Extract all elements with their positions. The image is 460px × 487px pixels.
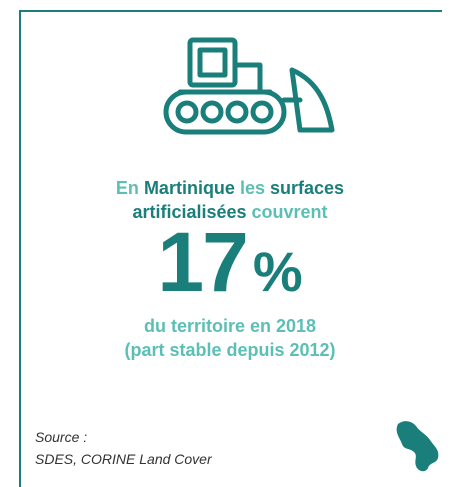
- subtext-line: du territoire en 2018: [143, 316, 317, 336]
- subtext-line: (part stable depuis 2012): [124, 340, 336, 360]
- frame-border: [19, 10, 21, 487]
- martinique-map-icon: [396, 421, 439, 472]
- source-label: Source :: [35, 429, 88, 445]
- headline-text: les: [239, 178, 265, 198]
- bulldozer-icon: [163, 37, 335, 135]
- key-figure-unit: %: [252, 240, 303, 303]
- headline-text: surfaces: [270, 178, 345, 198]
- key-figure-value: 17: [157, 215, 248, 309]
- source-text: SDES, CORINE Land Cover: [35, 451, 212, 467]
- subtext: du territoire en 2018 (part stable depui…: [0, 314, 460, 362]
- key-figure: 17%: [0, 220, 460, 327]
- headline: En Martinique les surfaces artificialisé…: [0, 176, 460, 224]
- source: Source : SDES, CORINE Land Cover: [35, 426, 212, 470]
- headline-text: Martinique: [143, 178, 235, 198]
- headline-text: artificialisées: [132, 202, 247, 222]
- frame-border: [19, 10, 442, 12]
- headline-text: couvrent: [251, 202, 328, 222]
- headline-text: En: [115, 178, 139, 198]
